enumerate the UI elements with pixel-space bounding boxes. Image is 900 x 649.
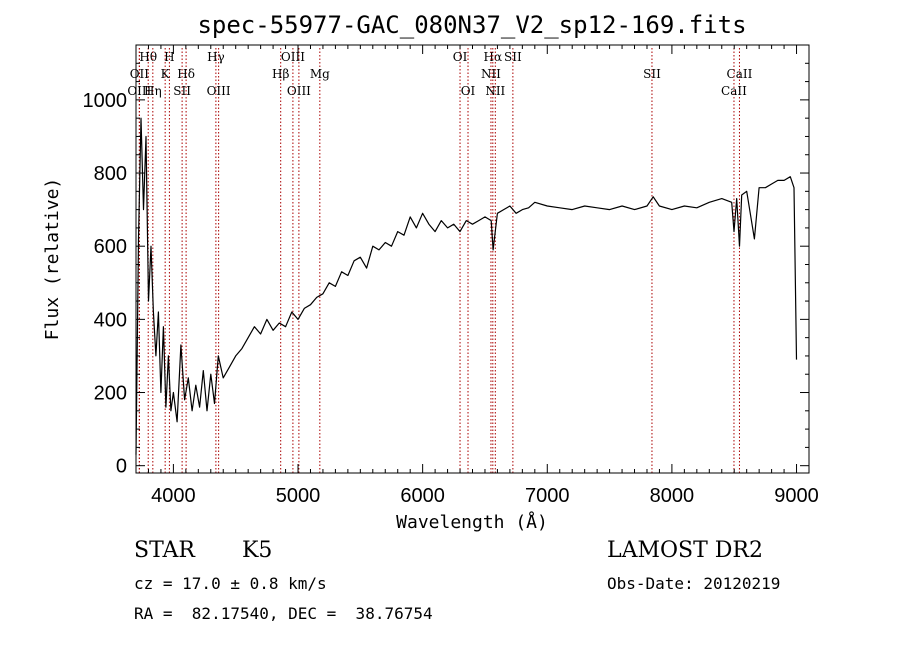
x-tick-label-4: 8000 — [650, 485, 695, 507]
marker-label-4: H — [164, 50, 174, 64]
marker-label-7: SII — [173, 84, 191, 98]
y-tick-label-0: 0 — [116, 456, 127, 478]
ra-dec: RA = 82.17540, DEC = 38.76754 — [134, 604, 433, 623]
x-tick-label-5: 9000 — [774, 485, 819, 507]
object-class: STAR — [134, 538, 195, 563]
y-axis-label: Flux (relative) — [42, 178, 63, 341]
y-tick-label-4: 800 — [94, 163, 127, 185]
marker-label-21: CaII — [727, 67, 753, 81]
chart-title: spec-55977-GAC_080N37_V2_sp12-169.fits — [197, 11, 746, 39]
marker-label-1: Hθ — [139, 50, 157, 64]
y-tick-label-5: 1000 — [83, 90, 128, 112]
marker-label-5: K — [161, 67, 171, 81]
marker-label-3: Hη — [144, 84, 162, 98]
x-axis-label: Wavelength (Å) — [396, 511, 548, 533]
survey-name: LAMOST DR2 — [607, 538, 763, 563]
obs-date: Obs-Date: 20120219 — [607, 574, 781, 593]
y-tick-label-1: 200 — [94, 383, 127, 405]
x-tick-label-0: 4000 — [151, 485, 196, 507]
marker-label-19: SII — [504, 50, 522, 64]
spectrum-line — [135, 117, 798, 455]
marker-label-8: Hγ — [207, 50, 225, 64]
x-tick-label-2: 6000 — [400, 485, 445, 507]
spectrum-series — [135, 117, 798, 455]
marker-label-22: CaII — [721, 84, 747, 98]
x-tick-label-1: 5000 — [276, 485, 321, 507]
marker-label-10: Hβ — [272, 67, 289, 81]
marker-label-9: OIII — [207, 84, 231, 98]
marker-label-18: NII — [485, 84, 505, 98]
y-tick-label-3: 600 — [94, 236, 127, 258]
x-axis-ticks: 4000 5000 6000 7000 8000 9000 — [135, 45, 819, 507]
marker-label-14: OI — [453, 50, 468, 64]
marker-label-13: Mg — [310, 67, 330, 81]
marker-label-2: OIII — [127, 84, 151, 98]
redshift-cz: cz = 17.0 ± 0.8 km/s — [134, 574, 327, 593]
object-subclass: K5 — [242, 538, 273, 563]
marker-label-12: OIII — [287, 84, 311, 98]
marker-label-17: NII — [481, 67, 501, 81]
y-tick-label-2: 400 — [94, 309, 127, 331]
marker-label-11: OIII — [281, 50, 305, 64]
plot-frame — [135, 44, 810, 474]
x-tick-label-3: 7000 — [525, 485, 570, 507]
marker-label-20: SII — [643, 67, 661, 81]
marker-label-16: Hα — [484, 50, 503, 64]
marker-label-6: Hδ — [177, 67, 195, 81]
y-axis-ticks: 0 200 400 600 800 1000 — [83, 62, 809, 478]
marker-label-15: OI — [461, 84, 476, 98]
